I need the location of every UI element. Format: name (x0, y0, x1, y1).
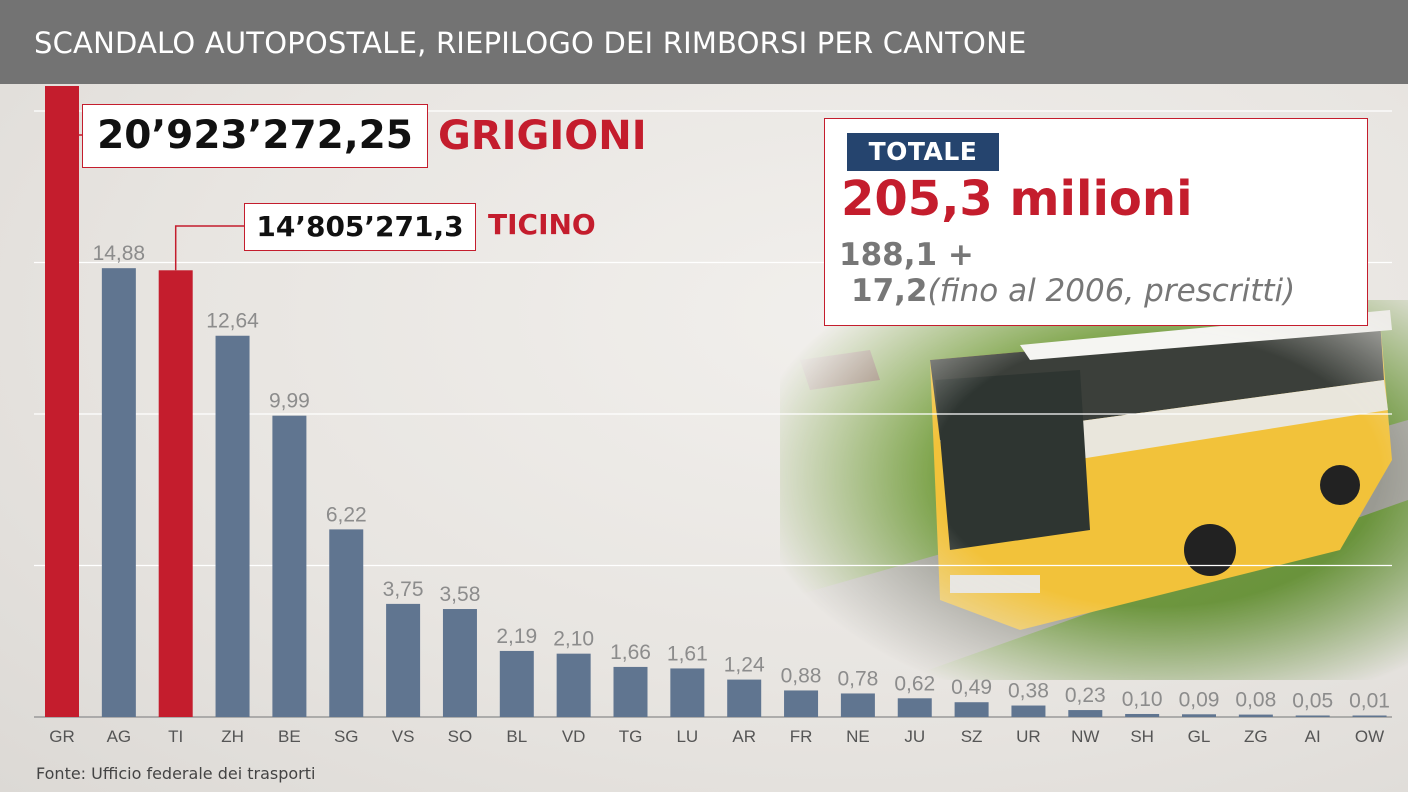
bar-sz (954, 702, 989, 717)
bar-vd (556, 653, 591, 717)
bar-value-label-so: 3,58 (440, 583, 481, 606)
bar-zh (215, 335, 250, 717)
bar-vs (386, 603, 421, 717)
category-label-ar: AR (732, 727, 756, 746)
total-badge: TOTALE (847, 133, 999, 171)
bar-value-label-gl: 0,09 (1179, 688, 1220, 711)
total-value: 205,3 milioni (841, 171, 1193, 227)
bus-photo (780, 300, 1408, 680)
total-breakdown-number: 17,2 (851, 273, 928, 309)
category-label-ag: AG (107, 727, 132, 746)
bar-value-label-sh: 0,10 (1122, 688, 1163, 711)
category-label-sh: SH (1130, 727, 1154, 746)
category-label-ai: AI (1305, 727, 1321, 746)
bar-gl (1182, 714, 1216, 717)
callout-connectors (79, 134, 244, 271)
ticino-connector (174, 225, 244, 271)
bar-zg (1238, 714, 1273, 717)
category-label-sg: SG (334, 727, 359, 746)
bar-value-labels: 14,88 12,64 9,99 6,22 3,75 3,58 2,19 2,10 1,66 1,… (93, 242, 1390, 712)
category-label-fr: FR (790, 727, 813, 746)
ticino-name-label: TICINO (488, 208, 596, 241)
bar-be (272, 415, 307, 717)
header-bar: SCANDALO AUTOPOSTALE, RIEPILOGO DEI RIMB… (0, 0, 1408, 84)
category-label-ne: NE (846, 727, 870, 746)
category-label-gr: GR (49, 727, 75, 746)
category-label-nw: NW (1071, 727, 1099, 746)
bar-value-label-ai: 0,05 (1292, 689, 1333, 712)
bar-so (442, 609, 477, 717)
bar-value-label-sg: 6,22 (326, 503, 367, 526)
bar-value-label-zg: 0,08 (1235, 689, 1276, 712)
category-label-be: BE (278, 727, 301, 746)
bar-tg (613, 666, 648, 717)
category-label-bl: BL (506, 727, 527, 746)
bar-value-label-be: 9,99 (269, 390, 310, 413)
category-label-ow: OW (1355, 727, 1384, 746)
bar-ar (727, 679, 762, 717)
category-label-lu: LU (676, 727, 698, 746)
bar-value-label-fr: 0,88 (781, 664, 822, 687)
bar-value-label-vs: 3,75 (383, 578, 424, 601)
bar-ai (1295, 715, 1330, 717)
bar-value-label-ar: 1,24 (724, 654, 765, 677)
bar-value-label-ag: 14,88 (93, 242, 146, 265)
category-label-ju: JU (904, 727, 925, 746)
bar-sg (329, 529, 364, 717)
bar-value-label-bl: 2,19 (496, 625, 537, 648)
bar-lu (670, 668, 705, 717)
ticino-value-callout: 14’805’271,3 (244, 203, 476, 251)
bar-gr (45, 86, 79, 717)
grigioni-value-callout: 20’923’272,25 (82, 104, 428, 168)
bar-sh (1125, 713, 1160, 717)
total-breakdown-line1: 188,1 + (839, 237, 974, 273)
total-breakdown-line2: 17,2(fino al 2006, prescritti) (851, 273, 1295, 309)
bar-nw (1068, 710, 1103, 717)
bar-bl (499, 650, 534, 717)
bar-value-label-nw: 0,23 (1065, 684, 1106, 707)
bar-value-label-lu: 1,61 (667, 642, 708, 665)
bar-ur (1011, 705, 1046, 717)
category-label-ur: UR (1016, 727, 1041, 746)
bar-value-label-sz: 0,49 (951, 676, 992, 699)
bars (45, 86, 1387, 717)
bar-ti (158, 270, 193, 717)
bar-value-label-ur: 0,38 (1008, 680, 1049, 703)
bar-value-label-zh: 12,64 (206, 310, 259, 333)
grigioni-name-label: GRIGIONI (438, 113, 647, 159)
category-label-tg: TG (619, 727, 643, 746)
bar-value-label-vd: 2,10 (553, 628, 594, 651)
chart-title: SCANDALO AUTOPOSTALE, RIEPILOGO DEI RIMB… (34, 26, 1027, 60)
category-label-ti: TI (168, 727, 183, 746)
category-label-zg: ZG (1244, 727, 1268, 746)
bar-value-label-ju: 0,62 (894, 672, 935, 695)
category-label-zh: ZH (221, 727, 244, 746)
category-label-vd: VD (562, 727, 586, 746)
bar-value-label-ne: 0,78 (837, 667, 878, 690)
total-breakdown-note: (fino al 2006, prescritti) (927, 273, 1296, 309)
bar-ow (1352, 715, 1387, 717)
total-box: TOTALE 205,3 milioni 188,1 + 17,2(fino a… (824, 118, 1368, 326)
bar-value-label-tg: 1,66 (610, 641, 651, 664)
category-label-gl: GL (1188, 727, 1211, 746)
category-label-vs: VS (392, 727, 415, 746)
bar-ne (840, 693, 875, 717)
category-labels: GR AG TI ZH BE SG VS SO BL VD TG LU AR FR NE JU SZ UR NW SH… (49, 727, 1384, 746)
bar-ju (897, 698, 932, 717)
category-label-sz: SZ (961, 727, 983, 746)
bar-value-label-ow: 0,01 (1349, 690, 1390, 713)
category-label-so: SO (448, 727, 473, 746)
source-note: Fonte: Ufficio federale dei trasporti (36, 764, 316, 783)
bar-ag (101, 268, 136, 717)
bar-fr (784, 690, 819, 717)
